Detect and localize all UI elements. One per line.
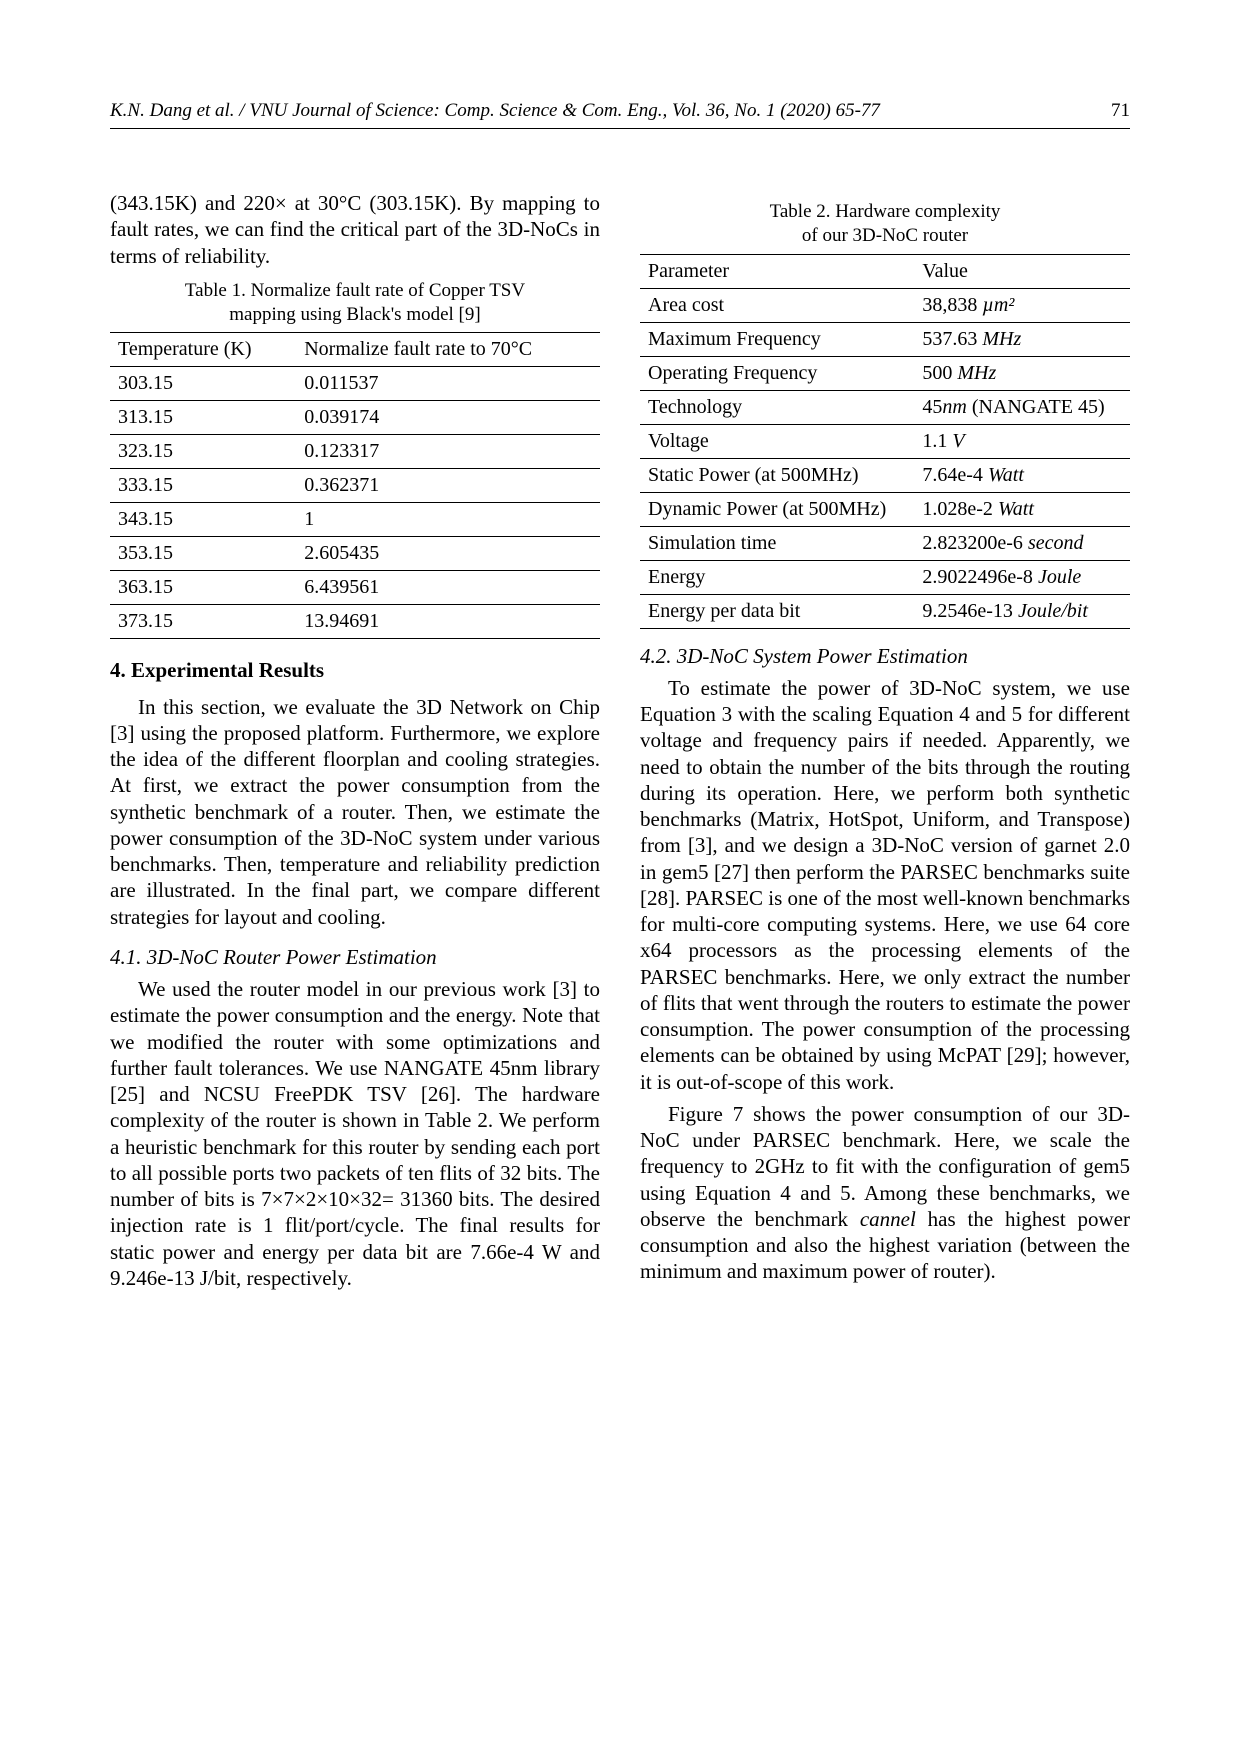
running-header: K.N. Dang et al. / VNU Journal of Scienc… (110, 100, 1130, 122)
table-row: Energy per data bit9.2546e-13 Joule/bit (640, 594, 1130, 628)
table-row: 373.1513.94691 (110, 605, 600, 639)
right-column: Table 2. Hardware complexity of our 3D-N… (640, 190, 1130, 1297)
table-row: Temperature (K) Normalize fault rate to … (110, 333, 600, 367)
two-column-layout: (343.15K) and 220× at 30°C (303.15K). By… (110, 190, 1130, 1297)
left-column: (343.15K) and 220× at 30°C (303.15K). By… (110, 190, 600, 1297)
section42-para1: To estimate the power of 3D-NoC system, … (640, 675, 1130, 1095)
table2-caption-l1: Table 2. Hardware complexity (770, 201, 1001, 222)
table-row: Maximum Frequency537.63 MHz (640, 322, 1130, 356)
table2-caption-l2: of our 3D-NoC router (802, 225, 968, 246)
table-row: Parameter Value (640, 254, 1130, 288)
header-rule (110, 128, 1130, 129)
table-row: 363.156.439561 (110, 571, 600, 605)
benchmark-name: cannel (860, 1207, 916, 1231)
page: K.N. Dang et al. / VNU Journal of Scienc… (0, 0, 1240, 1754)
table-row: Simulation time2.823200e-6 second (640, 526, 1130, 560)
table-row: Dynamic Power (at 500MHz)1.028e-2 Watt (640, 492, 1130, 526)
subsection-heading: 4.2. 3D-NoC System Power Estimation (640, 643, 1130, 669)
table-row: 323.150.123317 (110, 435, 600, 469)
table1-h0: Temperature (K) (110, 333, 296, 367)
table-row: 303.150.011537 (110, 367, 600, 401)
table-row: 333.150.362371 (110, 469, 600, 503)
running-title: K.N. Dang et al. / VNU Journal of Scienc… (110, 100, 880, 122)
table-row: 313.150.039174 (110, 401, 600, 435)
table-row: Technology45nm (NANGATE 45) (640, 390, 1130, 424)
section4-para: In this section, we evaluate the 3D Netw… (110, 694, 600, 930)
table-row: Energy2.9022496e-8 Joule (640, 560, 1130, 594)
table2-caption: Table 2. Hardware complexity of our 3D-N… (640, 200, 1130, 248)
section-heading: 4. Experimental Results (110, 657, 600, 683)
table2-h0: Parameter (640, 254, 914, 288)
table1: Temperature (K) Normalize fault rate to … (110, 332, 600, 639)
table2-h1: Value (914, 254, 1130, 288)
table2: Parameter Value Area cost38,838 µm² Maxi… (640, 254, 1130, 629)
table-row: Static Power (at 500MHz)7.64e-4 Watt (640, 458, 1130, 492)
left-intro: (343.15K) and 220× at 30°C (303.15K). By… (110, 190, 600, 269)
table-row: Operating Frequency500 MHz (640, 356, 1130, 390)
subsection-heading: 4.1. 3D-NoC Router Power Estimation (110, 944, 600, 970)
table1-h1: Normalize fault rate to 70°C (296, 333, 600, 367)
table-row: Area cost38,838 µm² (640, 288, 1130, 322)
section42-para2: Figure 7 shows the power consumption of … (640, 1101, 1130, 1285)
table1-caption-l2: mapping using Black's model [9] (229, 304, 480, 325)
table1-caption-l1: Table 1. Normalize fault rate of Copper … (185, 280, 525, 301)
section41-para: We used the router model in our previous… (110, 976, 600, 1291)
page-number: 71 (1111, 100, 1130, 122)
table-row: 343.151 (110, 503, 600, 537)
table1-caption: Table 1. Normalize fault rate of Copper … (110, 279, 600, 327)
table-row: Voltage1.1 V (640, 424, 1130, 458)
table-row: 353.152.605435 (110, 537, 600, 571)
